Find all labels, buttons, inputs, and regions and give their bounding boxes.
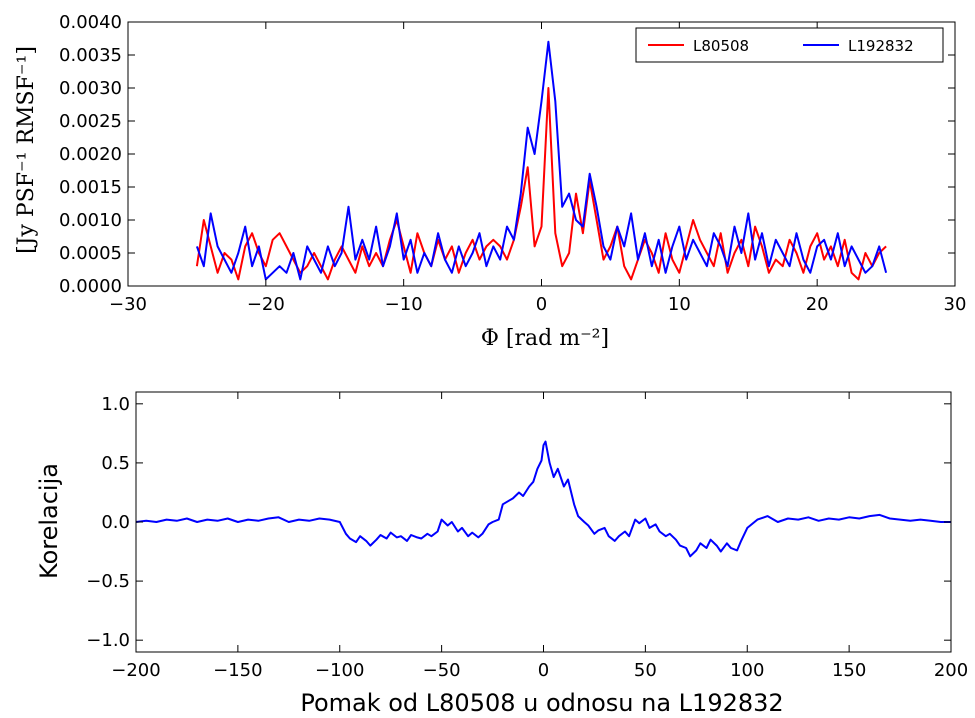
legend-label-l80508: L80508: [693, 37, 749, 55]
x-tick-label: 10: [668, 294, 691, 315]
legend: L80508 L192832: [635, 27, 944, 63]
correlation-spectrum-panel: −30 −20 −10 0 10 20 30 0.0000 0.0005 0.0010 0.0015…: [14, 12, 966, 351]
y-tick-label: 0.0005: [59, 243, 122, 264]
y-tick-label: 0.0030: [59, 78, 122, 99]
series-line-correlation: [135, 440, 951, 558]
x-axis-title: Pomak od L80508 u odnosu na L192832: [300, 689, 783, 717]
correlation-plot: −200 −150 −100 −50 0 50 100 150 200 −1.0 −0.5 0.0 0.…: [86, 391, 968, 681]
y-axis-title: [Jy PSF⁻¹ RMSF⁻¹]: [14, 46, 39, 254]
y-tick-label: −0.5: [86, 571, 130, 592]
x-tick-label: −10: [385, 294, 423, 315]
y-axis-title: Korelacija: [35, 463, 63, 579]
x-tick-label: 0: [538, 660, 549, 681]
faraday-spectrum-plot: −30 −20 −10 0 10 20 30 0.0000 0.0005 0.0010 0.0015…: [59, 12, 966, 315]
x-tick-label: −20: [247, 294, 285, 315]
series-line-l192832: [195, 40, 888, 281]
y-tick-label: −1.0: [86, 630, 130, 651]
x-tick-label: 30: [944, 294, 967, 315]
x-tick-label: −30: [109, 294, 147, 315]
series-line-l80508: [195, 87, 887, 281]
x-tick-label: −50: [423, 660, 461, 681]
y-tick-label: 0.0: [101, 512, 130, 533]
legend-box: [635, 27, 944, 63]
y-tick-label: 0.0015: [59, 177, 122, 198]
y-tick-label: 0.0020: [59, 144, 122, 165]
x-tick-label: 200: [934, 660, 968, 681]
y-tick-label: 0.0000: [59, 276, 122, 297]
x-tick-label: 50: [634, 660, 657, 681]
x-tick-label: −200: [111, 660, 160, 681]
y-tick-label: 0.5: [101, 453, 130, 474]
cross-correlation-panel: −200 −150 −100 −50 0 50 100 150 200 −1.0 −0.5 0.0 0.…: [35, 391, 968, 717]
y-tick-label: 0.0040: [59, 12, 122, 33]
x-tick-label: −150: [213, 660, 262, 681]
y-tick-label: 0.0025: [59, 111, 122, 132]
x-tick-label: −100: [315, 660, 364, 681]
y-tick-label: 0.0035: [59, 45, 122, 66]
x-tick-label: 100: [730, 660, 764, 681]
plot-frame: [135, 391, 952, 653]
legend-label-l192832: L192832: [848, 37, 914, 55]
x-tick-label: 0: [536, 294, 547, 315]
x-tick-label: 150: [832, 660, 866, 681]
x-axis-title: Φ [rad m⁻²]: [481, 326, 609, 351]
x-tick-label: 20: [806, 294, 829, 315]
y-tick-label: 1.0: [101, 394, 130, 415]
y-tick-label: 0.0010: [59, 210, 122, 231]
